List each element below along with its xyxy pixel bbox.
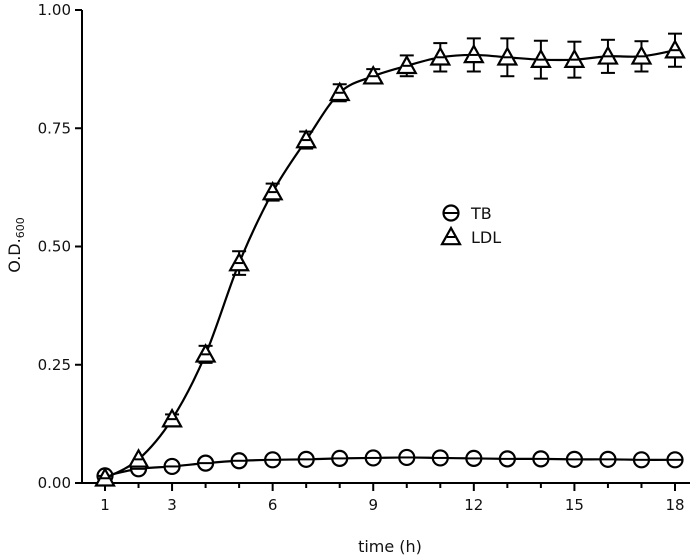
data-point-tb (398, 448, 416, 467)
data-point-ldl (496, 46, 519, 66)
x-tick-label: 3 (167, 496, 177, 514)
plot-area (94, 32, 686, 487)
legend-marker-ldl (440, 225, 462, 246)
y-axis-title-main: O.D. (5, 238, 24, 272)
data-point-tb (331, 449, 349, 468)
data-point-tb (465, 449, 483, 468)
y-tick-label: 1.00 (38, 1, 71, 19)
data-point-ldl (194, 343, 217, 363)
data-point-ldl (429, 46, 452, 66)
data-point-tb (532, 450, 550, 468)
legend-item-ldl: LDL (440, 225, 501, 247)
data-point-tb (632, 451, 651, 469)
x-tick-label: 12 (464, 496, 483, 514)
y-tick-label: 0.00 (38, 474, 71, 492)
x-tick-label: 9 (368, 496, 378, 514)
data-point-ldl (563, 48, 586, 68)
legend-marker-tb (442, 204, 460, 222)
x-tick-label: 18 (665, 496, 684, 514)
data-point-ldl (228, 251, 250, 272)
data-point-tb (196, 454, 215, 472)
data-point-ldl (597, 45, 619, 65)
axes: 0.00 0.25 0.50 0.75 1.00 1 3 6 9 12 15 18 (38, 1, 690, 514)
data-point-tb (565, 450, 584, 468)
y-axis-title: O.D.600 (5, 217, 27, 272)
data-point-tb (364, 449, 382, 467)
legend-item-tb: TB (442, 204, 492, 223)
data-point-ldl (630, 45, 653, 65)
y-tick-label: 0.50 (38, 238, 71, 256)
data-point-tb (431, 449, 449, 467)
data-point-ldl (295, 128, 318, 149)
data-point-ldl (328, 81, 351, 102)
series-line-ldl (104, 49, 676, 480)
data-point-tb (666, 451, 684, 469)
data-point-ldl (664, 38, 686, 59)
x-tick-label: 1 (100, 496, 110, 514)
x-axis-title: time (h) (358, 537, 422, 556)
y-axis-title-subscript: 600 (14, 217, 27, 238)
data-point-tb (498, 450, 516, 468)
legend: TB LDL (440, 204, 501, 247)
data-point-ldl (530, 48, 552, 68)
x-tick-label: 15 (565, 496, 584, 514)
data-point-tb (599, 450, 617, 468)
series-line-tb (104, 456, 676, 477)
data-point-tb (264, 451, 282, 469)
data-point-ldl (395, 54, 418, 75)
data-point-ldl (462, 43, 485, 64)
data-point-ldl (261, 180, 284, 201)
data-point-tb (163, 457, 181, 476)
data-point-ldl (94, 467, 116, 487)
legend-label-ldl: LDL (471, 228, 501, 247)
data-point-tb (230, 452, 248, 470)
data-point-ldl (362, 64, 385, 85)
data-point-ldl (161, 407, 183, 428)
legend-label-tb: TB (470, 204, 492, 223)
x-tick-label: 6 (268, 496, 278, 514)
y-tick-label: 0.25 (38, 356, 71, 374)
y-tick-label: 0.75 (38, 119, 71, 137)
data-point-ldl (127, 448, 150, 468)
data-point-tb (297, 450, 315, 468)
